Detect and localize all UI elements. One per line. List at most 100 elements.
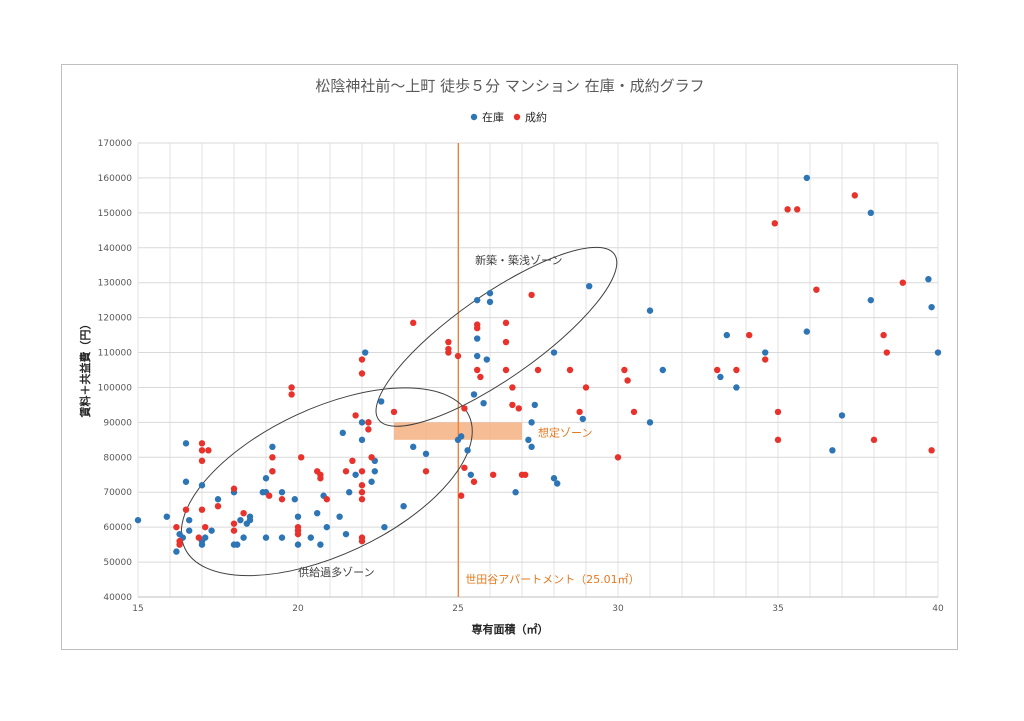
inventory-point xyxy=(470,391,478,398)
contracted-point xyxy=(870,436,878,444)
inventory-point xyxy=(474,335,481,342)
inventory-point xyxy=(342,530,350,538)
contracted-point xyxy=(461,405,468,412)
contracted-point xyxy=(851,192,858,199)
series-layer xyxy=(134,174,942,555)
inventory-point xyxy=(352,471,359,478)
inventory-point xyxy=(512,489,519,496)
contracted-point xyxy=(358,370,366,377)
inventory-point xyxy=(214,496,222,503)
contracted-point xyxy=(746,331,753,339)
contracted-point xyxy=(582,384,590,391)
inventory-point xyxy=(646,419,654,426)
inventory-point xyxy=(378,398,385,405)
contracted-point xyxy=(269,454,276,461)
contracted-point xyxy=(624,377,631,384)
contracted-point xyxy=(474,366,481,374)
contracted-point xyxy=(358,482,366,489)
contracted-point xyxy=(230,520,238,527)
contracted-point xyxy=(358,356,366,363)
inventory-point xyxy=(554,480,561,487)
inventory-point xyxy=(586,282,593,290)
new-build-zone-ellipse xyxy=(375,246,618,427)
contracted-point xyxy=(214,503,222,510)
contracted-point xyxy=(358,489,366,496)
inventory-point xyxy=(381,523,388,531)
contracted-point xyxy=(509,401,516,409)
contracted-point xyxy=(474,324,481,332)
inventory-point xyxy=(134,516,142,524)
contracted-point xyxy=(288,391,295,398)
contracted-point xyxy=(298,454,305,461)
contracted-point xyxy=(173,523,180,531)
inventory-point xyxy=(294,513,302,520)
inventory-point xyxy=(579,415,586,423)
inventory-point xyxy=(262,475,270,482)
contracted-point xyxy=(813,286,820,293)
legend: 在庫 成約 xyxy=(470,110,547,124)
inventory-point xyxy=(237,516,244,524)
inventory-point xyxy=(550,349,558,356)
contracted-point xyxy=(198,506,206,513)
contracted-point xyxy=(502,338,510,346)
y-axis-ticks: 40000 50000 60000 70000 80000 90000 100000 1100… xyxy=(98,139,133,603)
inventory-point xyxy=(762,349,769,356)
inventory-point xyxy=(838,412,846,419)
contracted-point xyxy=(621,366,628,374)
inventory-point xyxy=(659,366,666,374)
contracted-point xyxy=(614,454,622,461)
inventory-point xyxy=(467,471,474,478)
contracted-point xyxy=(195,534,202,541)
inventory-point xyxy=(186,516,193,524)
contracted-point xyxy=(342,468,350,475)
inventory-point xyxy=(362,349,369,356)
inventory-point xyxy=(208,527,215,534)
contracted-point xyxy=(230,527,238,534)
contracted-point xyxy=(202,523,209,531)
inventory-point xyxy=(928,303,935,311)
x-tick-label: 35 xyxy=(772,604,783,614)
chart-frame: 松陰神社前〜上町 徒歩５分 マンション 在庫・成約グラフ 在庫 成約 40000… xyxy=(61,64,958,650)
inventory-point xyxy=(198,541,206,548)
inventory-point xyxy=(934,349,942,356)
contracted-point xyxy=(266,492,273,499)
annotation-layer xyxy=(180,143,618,597)
inventory-point xyxy=(278,489,286,496)
new-build-zone-label: 新築・築浅ゾーン xyxy=(475,253,562,267)
inventory-point xyxy=(307,534,314,541)
x-tick-label: 30 xyxy=(612,604,624,614)
inventory-point xyxy=(422,450,430,458)
contracted-point xyxy=(365,426,372,433)
inventory-point xyxy=(323,523,330,531)
contracted-point xyxy=(502,366,510,374)
inventory-point xyxy=(528,443,535,451)
inventory-point xyxy=(528,419,535,426)
x-tick-label: 25 xyxy=(452,604,463,614)
y-tick-label: 50000 xyxy=(103,558,132,568)
y-tick-label: 90000 xyxy=(103,418,132,428)
inventory-point xyxy=(723,331,730,339)
inventory-point xyxy=(202,534,209,541)
contracted-point xyxy=(230,485,238,492)
inventory-point xyxy=(182,440,190,447)
contracted-point xyxy=(288,384,295,391)
inventory-point xyxy=(262,534,270,541)
contracted-point xyxy=(794,206,801,213)
y-tick-label: 60000 xyxy=(103,523,132,533)
y-tick-label: 110000 xyxy=(98,349,133,359)
x-axis-ticks: 15 20 25 30 35 40 xyxy=(132,604,944,614)
contracted-point xyxy=(358,537,366,545)
contracted-point xyxy=(883,349,890,356)
legend-label-contracted: 成約 xyxy=(525,110,547,124)
inventory-point xyxy=(278,534,286,541)
contracted-point xyxy=(317,475,324,482)
contracted-point xyxy=(198,457,206,464)
contracted-point xyxy=(461,464,468,471)
inventory-point xyxy=(240,534,247,541)
target-zone-label: 想定ゾーン xyxy=(538,425,592,439)
inventory-point xyxy=(246,516,254,524)
contracted-point xyxy=(714,366,721,374)
y-tick-label: 100000 xyxy=(98,383,133,393)
contracted-point xyxy=(490,471,497,478)
